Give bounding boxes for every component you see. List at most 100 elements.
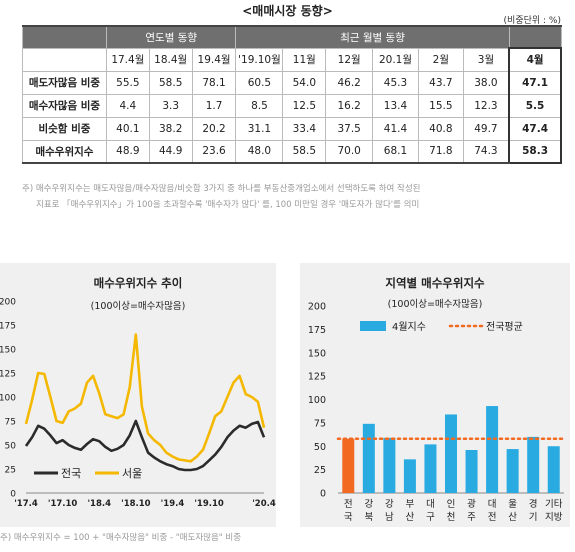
y-tick-label: 100 [308, 395, 326, 406]
column-header: 18.4월 [148, 47, 193, 72]
column-header: 20.1월 [372, 47, 419, 72]
table-cell: 13.4 [372, 93, 419, 118]
table-cell-current: 47.4 [508, 116, 562, 141]
x-tick-label: 대 [488, 499, 497, 510]
y-tick-label: 175 [0, 322, 16, 332]
row-label: 비슷함 비중 [22, 116, 107, 141]
note-line: 지표로 「매수우위지수」가 100을 초과할수록 '매수자가 많다' 를, 10… [36, 200, 420, 210]
y-tick-label: 175 [308, 325, 326, 336]
bar [362, 423, 375, 493]
table-cell: 12.3 [462, 93, 510, 118]
y-tick-label: 50 [314, 442, 326, 453]
row-label: 매수자많음 비중 [22, 93, 107, 118]
x-tick-label: 천 [447, 512, 456, 523]
legend-label: 전국 [61, 467, 81, 480]
x-tick-label: '18.4 [87, 499, 111, 509]
x-tick-label: 울 [508, 499, 517, 510]
x-tick-label: '17.10 [48, 499, 78, 509]
group-header-blank [508, 25, 562, 49]
table-cell: 40.8 [417, 116, 464, 141]
x-tick-label: 북 [364, 512, 373, 523]
x-tick-label: 경 [529, 498, 538, 510]
series-line-seoul [24, 333, 266, 463]
table-cell: 12.5 [282, 93, 327, 118]
table-cell: 48.0 [235, 139, 284, 164]
table-cell: 41.4 [372, 116, 419, 141]
trend-line-chart: 0 25 50 75 100 125 150 175 200 '17.4 '17.10 '18.4 '1… [0, 298, 276, 510]
bar [445, 414, 457, 493]
x-tick-label: 기타 [545, 499, 563, 510]
y-tick-label: 125 [308, 372, 326, 383]
table-cell: 3.3 [148, 93, 193, 118]
legend-swatch-bar [360, 321, 386, 331]
bar [527, 436, 540, 493]
y-tick-label: 50 [5, 442, 17, 452]
table-row: 매수자많음 비중 4.4 3.3 1.7 8.5 12.5 16.2 13.4 … [22, 93, 562, 118]
x-tick-label: 광 [467, 498, 476, 510]
note-line: 주) 매수우위지수는 매도자많음/매수자많음/비슷함 3가지 중 하나를 부동산… [22, 184, 421, 194]
chart-subtitle: (100이상=매수자많음) [90, 301, 186, 312]
y-tick-label: 200 [308, 302, 326, 313]
x-tick-label: 강 [364, 499, 373, 510]
table-cell: 46.2 [325, 70, 374, 95]
table-cell: 70.0 [325, 139, 374, 164]
table-cell: 49.7 [462, 116, 510, 141]
table-cell-current: 47.1 [508, 70, 562, 95]
y-tick-label: 100 [0, 394, 16, 404]
table-cell: 74.3 [462, 139, 510, 164]
table-cell: 55.5 [105, 70, 150, 95]
x-tick-label: '20.4 [252, 499, 276, 509]
group-header-monthly: 최근 월별 동향 [235, 25, 510, 49]
table-row: 매수우위지수 48.9 44.9 23.6 48.0 58.5 70.0 68.… [22, 139, 562, 164]
x-tick-label: 산 [508, 512, 517, 523]
table-cell: 20.2 [191, 116, 237, 141]
table-cell: 16.2 [325, 93, 374, 118]
series-line-nation [24, 419, 266, 472]
table-cell: 15.5 [417, 93, 464, 118]
x-tick-label: '19.10 [194, 499, 224, 509]
legend-label: 전국평균 [486, 321, 523, 333]
x-tick-label: 부 [406, 499, 415, 510]
legend-label: 서울 [122, 467, 142, 480]
x-tick-label: 인 [447, 499, 456, 510]
table-cell: 68.1 [372, 139, 419, 164]
x-tick-label: 남 [385, 512, 394, 523]
table-cell: 31.1 [235, 116, 284, 141]
table-cell: 45.3 [372, 70, 419, 95]
x-tick-label: 산 [406, 512, 415, 523]
y-tick-label: 25 [5, 466, 16, 476]
column-header: 3월 [462, 47, 510, 72]
bar [383, 437, 396, 493]
market-trend-table: 연도별 동향 최근 월별 동향 17.4월 18.4월 19.4월 '19.10… [22, 25, 562, 164]
x-tick-label: '18.10 [121, 499, 151, 509]
y-tick-label: 0 [320, 489, 326, 500]
bar [547, 446, 560, 493]
bar [403, 459, 416, 493]
group-header-yearly: 연도별 동향 [105, 25, 237, 49]
column-header: 19.4월 [191, 47, 237, 72]
column-header: 12월 [325, 47, 374, 72]
y-tick-label: 150 [0, 346, 16, 356]
x-tick-label: 대 [426, 499, 435, 510]
x-tick-label: 기 [529, 512, 538, 523]
x-tick-label: '19.4 [161, 499, 185, 509]
y-tick-label: 125 [0, 370, 16, 380]
table-row: 비슷함 비중 40.1 38.2 20.2 31.1 33.4 37.5 41.… [22, 116, 562, 141]
x-tick-label: 강 [385, 499, 394, 510]
x-tick-label: 전 [344, 499, 353, 510]
y-tick-label: 75 [314, 418, 326, 429]
table-cell: 44.9 [148, 139, 193, 164]
bar [342, 438, 355, 493]
row-label: 매도자많음 비중 [22, 70, 107, 95]
bar [506, 449, 519, 493]
table-cell: 54.0 [282, 70, 327, 95]
table-cell: 71.8 [417, 139, 464, 164]
column-header: 2월 [417, 47, 464, 72]
table-cell: 78.1 [191, 70, 237, 95]
column-header: 17.4월 [105, 47, 150, 72]
bar [465, 449, 478, 493]
column-header: '19.10월 [235, 47, 284, 72]
y-tick-label: 150 [308, 348, 326, 359]
column-header-current: 4월 [508, 47, 562, 72]
corner-cell [22, 25, 107, 49]
